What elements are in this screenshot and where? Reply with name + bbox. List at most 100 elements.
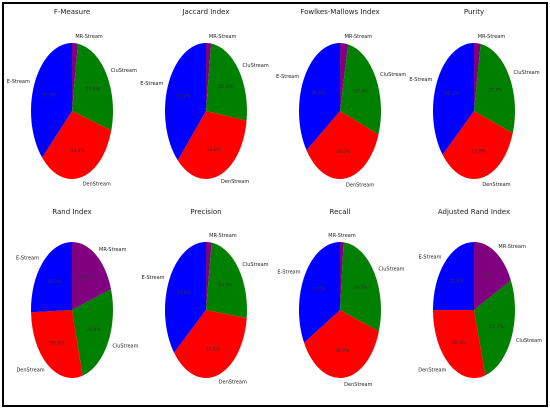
pct-label: 33.4% [71,148,86,154]
slice-clustream [474,43,516,134]
slice-mr-stream [72,242,112,310]
category-label: CluStream [111,68,137,74]
pct-label: 25.5% [47,279,62,285]
pie-jaccard-index: Jaccard Index 2.0% MR-Stream 25.3% CluStream… [140,8,269,185]
slice-clustream [340,242,381,332]
pct-label: 25.3% [218,84,233,90]
slice-clustream [474,280,516,376]
chart-title: Adjusted Rand Index [438,208,510,216]
pct-label: 2.6% [470,68,482,74]
chart-title: Jaccard Index [181,8,229,16]
category-label: E-Stream [16,255,39,261]
slice-e-stream [165,43,206,161]
category-label: MR-Stream [345,34,373,40]
pct-label: 2.2% [202,267,214,273]
pie-fowlkes-mallows-index: Fowlkes-Mallows Index 3.2% MR-Stream 27.4% C… [276,8,406,189]
pct-label: 24.7% [218,283,233,289]
pct-label: 37.0% [42,92,57,98]
category-label: CluStream [380,72,406,78]
slice-mr-stream [72,43,78,111]
pct-label: 33.0% [312,287,327,293]
pct-label: 34.6% [336,149,351,155]
pct-label: 35.8% [177,290,192,296]
category-label: E-Stream [409,77,432,83]
category-label: MR-Stream [75,34,103,40]
category-label: CluStream [378,266,404,272]
chart-title: Precision [190,208,221,216]
category-label: MR-Stream [209,233,237,239]
category-label: DenStream [344,382,372,388]
pie-recall: Recall 1.4% MR-Stream 28.7% CluStream 36.9% De… [277,208,404,388]
pct-label: 27.7% [488,88,503,94]
pie-rand-index: Rand Index 20.0% MR-Stream 25.8% CluStream 28… [16,208,139,379]
category-label: DenStream [418,367,446,373]
category-label: CluStream [243,63,269,69]
pct-label: 28.6% [50,340,65,346]
slice-denstream [306,111,379,180]
slice-mr-stream [206,43,212,111]
slice-denstream [442,111,513,180]
category-label: CluStream [516,338,542,344]
slice-e-stream [432,43,474,155]
slice-e-stream [299,43,340,151]
slice-denstream [42,111,112,180]
pct-label: 25.0% [449,279,464,285]
pct-label: 34.8% [311,90,326,96]
slice-mr-stream [340,43,349,111]
category-label: E-Stream [140,81,163,87]
slice-clustream [206,43,247,121]
pct-label: 20.0% [79,275,94,281]
slice-denstream [304,310,379,378]
slice-denstream [31,310,83,379]
category-label: DenStream [221,179,249,185]
pie-adjusted-rand-index: Adjusted Rand Index 17.8% MR-Stream 27.7% Cl… [418,208,542,378]
pct-label: 1.4% [335,267,347,273]
category-label: CluStream [242,262,268,268]
slice-e-stream [298,242,340,343]
category-label: MR-Stream [328,233,356,239]
chart-title: F-Measure [54,8,90,16]
chart-title: Fowlkes-Mallows Index [300,8,379,16]
pct-label: 36.9% [335,348,350,354]
category-label: DenStream [16,368,44,374]
pct-label: 37.3% [206,347,221,353]
category-label: DenStream [83,181,111,187]
category-label: CluStream [112,343,138,349]
slice-mr-stream [340,241,344,310]
pct-label: 34.8% [207,147,222,153]
pct-label: 27.7% [489,324,504,330]
slice-clustream [206,242,248,319]
slice-clustream [72,43,113,131]
pct-label: 28.7% [353,285,368,291]
chart-title: Rand Index [52,208,91,216]
slice-mr-stream [206,242,212,310]
chart-title: Purity [464,8,484,16]
pct-label: 27.3% [86,87,101,93]
slice-e-stream [30,43,72,158]
pct-label: 25.8% [86,327,101,333]
slice-mr-stream [474,43,481,111]
category-label: DenStream [482,182,510,188]
slice-denstream [174,310,247,379]
chart-title: Recall [330,208,351,216]
category-label: E-Stream [418,255,441,261]
category-label: DenStream [219,379,247,385]
category-label: MR-Stream [99,247,127,253]
pct-label: 2.3% [68,68,80,74]
pie-precision: Precision 2.2% MR-Stream 24.7% CluStream 37.3… [142,208,269,385]
category-label: E-Stream [7,79,30,85]
pct-label: 2.0% [202,68,214,74]
slice-clustream [72,289,114,376]
slice-denstream [433,310,486,378]
slice-mr-stream [474,242,511,310]
pct-label: 29.4% [452,340,467,346]
pie-purity: Purity 2.6% MR-Stream 27.7% CluStream 33.6% De… [409,8,539,188]
category-label: MR-Stream [209,34,237,40]
category-label: E-Stream [277,269,300,275]
category-label: DenStream [346,183,374,189]
slice-e-stream [164,241,206,353]
slice-denstream [177,111,247,179]
pct-label: 27.4% [354,89,369,95]
slice-e-stream [30,242,72,313]
